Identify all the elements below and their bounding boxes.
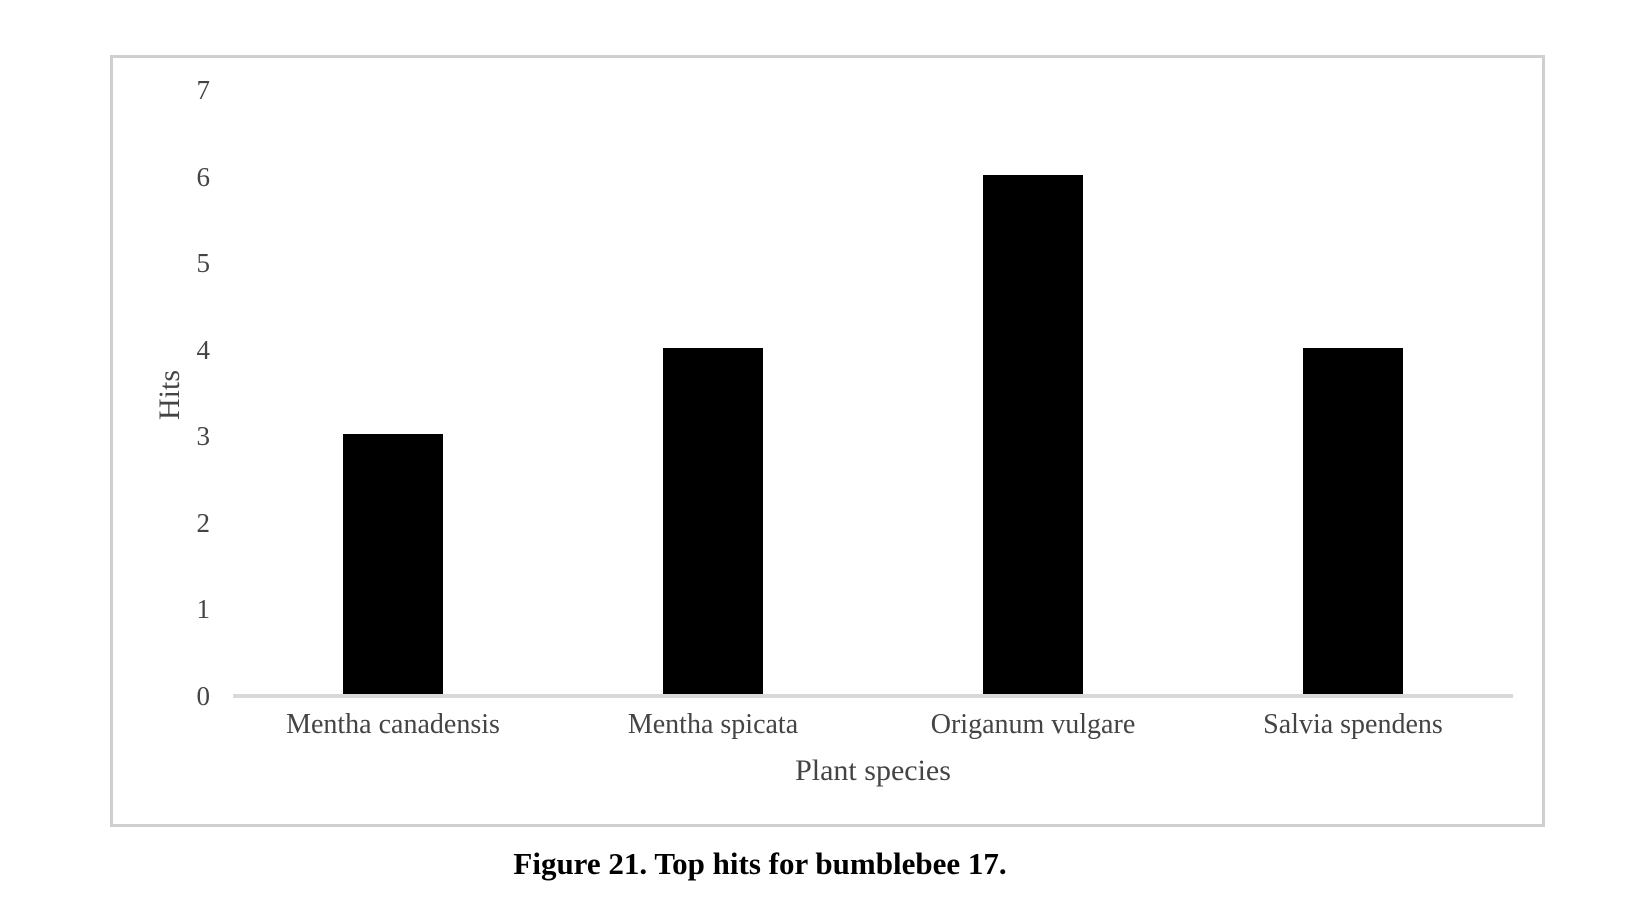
bar-mentha-spicata: [663, 347, 763, 694]
x-category-label-origanum-vulgare: Origanum vulgare: [930, 709, 1136, 740]
plot-area: [233, 90, 1513, 698]
x-category-label-mentha-spicata: Mentha spicata: [627, 709, 799, 740]
x-axis-line: [233, 694, 1513, 698]
y-tick-label-1: 1: [196, 594, 211, 625]
y-tick-label-7: 7: [196, 75, 211, 105]
y-tick-label-3: 3: [196, 421, 211, 452]
bar-salvia-spendens: [1303, 347, 1403, 694]
x-category-label-salvia-spendens: Salvia spendens: [1263, 709, 1443, 740]
y-tick-label-5: 5: [196, 248, 211, 279]
x-axis-title: Plant species: [795, 754, 951, 787]
figure-caption: Figure 21. Top hits for bumblebee 17.: [513, 846, 1007, 881]
bar-origanum-vulgare: [983, 174, 1083, 694]
y-tick-label-2: 2: [196, 507, 211, 538]
y-tick-label-0: 0: [196, 681, 211, 711]
x-category-label-mentha-canadensis: Mentha canadensis: [286, 709, 500, 740]
bar-mentha-canadensis: [343, 434, 443, 694]
y-axis-tick-labels: 0 1 2 3 4 5 6 7: [113, 75, 211, 711]
x-axis-category-labels: Mentha canadensis Mentha spicata Origanum …: [233, 708, 1513, 748]
y-tick-label-6: 6: [196, 161, 211, 192]
y-tick-label-4: 4: [196, 334, 211, 365]
